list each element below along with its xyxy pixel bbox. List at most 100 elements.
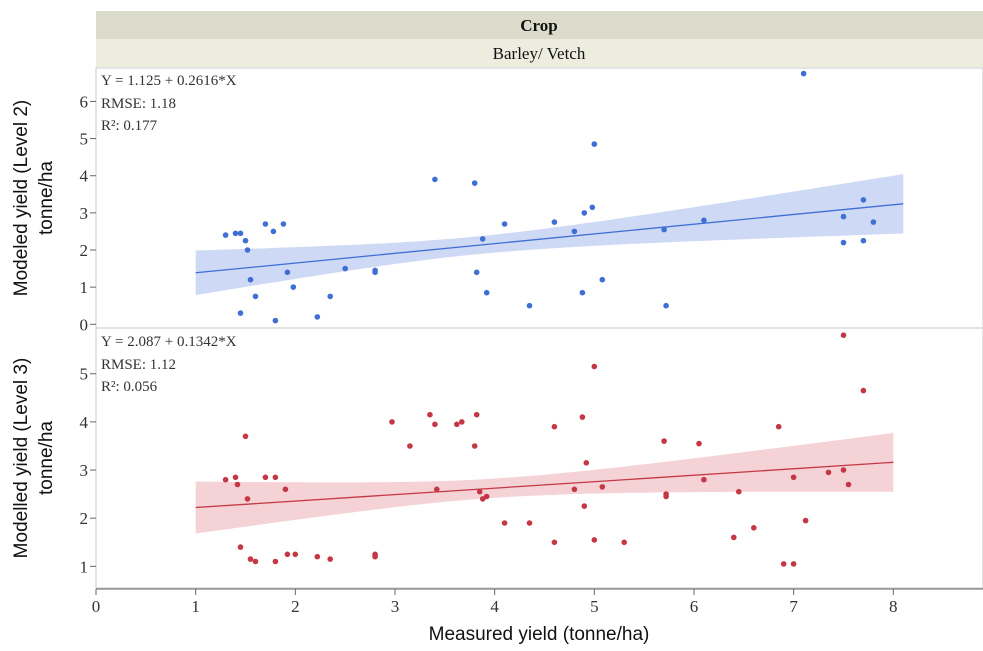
data-point [790, 561, 797, 567]
data-point [237, 310, 244, 316]
x-tick-label: 5 [590, 597, 599, 616]
y-tick-label: 5 [80, 365, 89, 384]
data-point [526, 520, 533, 526]
x-tick-label: 0 [92, 597, 101, 616]
r2-level3: R²: 0.056 [101, 379, 158, 395]
data-point [427, 411, 433, 418]
data-point [790, 474, 797, 481]
ci-band-level2 [195, 174, 904, 296]
x-tick-label: 1 [191, 597, 200, 616]
x-tick-label: 2 [291, 597, 300, 616]
x-ticks: 0 1 2 3 4 5 6 7 8 [92, 589, 898, 616]
data-point [621, 539, 627, 546]
data-point [661, 438, 667, 444]
data-point [551, 219, 558, 225]
y-tick-label: 2 [80, 241, 89, 260]
fit-line-level3 [195, 461, 894, 509]
data-point [237, 544, 244, 550]
data-point [581, 503, 588, 509]
r2-level2: R²: 0.177 [101, 118, 158, 134]
data-point [372, 553, 378, 560]
data-point [860, 387, 867, 394]
data-point [551, 539, 558, 546]
data-point [780, 561, 787, 567]
data-point [232, 474, 239, 481]
data-point [661, 226, 667, 233]
data-point [327, 556, 334, 562]
data-point [471, 180, 478, 186]
data-point [840, 213, 847, 220]
y-tick-label: 2 [80, 509, 89, 528]
y-tick-label: 6 [80, 92, 89, 111]
data-point [459, 419, 465, 425]
points-level3 [222, 332, 867, 567]
data-point [501, 221, 508, 227]
data-point [526, 302, 533, 309]
data-point [237, 230, 244, 237]
x-axis-title: Measured yield (tonne/ha) [429, 624, 650, 645]
data-point [591, 363, 598, 370]
data-point [696, 440, 702, 447]
data-point [222, 232, 229, 238]
data-point [471, 443, 478, 449]
data-point [252, 293, 259, 300]
data-point [845, 481, 852, 488]
data-point [701, 217, 707, 224]
data-point [840, 332, 847, 339]
data-point [800, 70, 807, 77]
y-tick-label: 1 [80, 278, 89, 297]
data-point [583, 460, 590, 466]
data-point [222, 476, 229, 483]
ylabel-level2-line2: tonne/ha [36, 161, 57, 235]
data-point [825, 469, 832, 476]
header-subtitle: Barley/ Vetch [493, 44, 586, 63]
y-tick-label: 3 [80, 204, 89, 223]
data-point [579, 289, 586, 296]
y-tick-label: 4 [80, 413, 89, 432]
data-point [591, 537, 598, 543]
ylabel-level3-line2: tonne/ha [36, 421, 57, 495]
data-point [775, 423, 782, 430]
data-point [571, 486, 578, 493]
data-point [551, 423, 558, 430]
data-point [262, 474, 269, 481]
rmse-level3: RMSE: 1.12 [101, 357, 176, 373]
data-point [292, 551, 299, 558]
fit-line-level2 [195, 203, 904, 274]
data-point [589, 204, 596, 211]
data-point [342, 265, 349, 272]
data-point [247, 556, 254, 562]
data-point [599, 484, 606, 490]
data-point [736, 488, 742, 495]
y-tick-label: 3 [80, 461, 89, 480]
data-point [242, 433, 249, 440]
data-point [483, 289, 490, 296]
data-point [244, 496, 251, 502]
data-point [476, 488, 483, 495]
data-point [284, 269, 291, 276]
x-tick-label: 7 [789, 597, 798, 616]
data-point [280, 221, 287, 227]
data-point [571, 228, 578, 235]
data-point [731, 534, 737, 541]
data-point [751, 525, 757, 531]
data-point [252, 558, 259, 565]
y-tick-label: 0 [80, 315, 89, 334]
data-point [663, 302, 669, 309]
data-point [860, 197, 867, 203]
data-point [314, 553, 321, 560]
data-point [244, 247, 251, 253]
data-point [860, 237, 867, 244]
data-point [262, 221, 269, 227]
x-tick-label: 4 [490, 597, 499, 616]
ylabel-level3-line1: Modelled yield (Level 3) [11, 358, 32, 559]
data-point [247, 276, 254, 283]
header-subtitle-bg [96, 39, 983, 67]
equation-level2: Y = 1.125 + 0.2616*X [101, 73, 237, 89]
data-point [870, 219, 877, 225]
data-point [432, 176, 438, 183]
data-point [272, 317, 279, 324]
data-point [432, 421, 438, 428]
data-point [473, 269, 480, 276]
data-point [483, 493, 490, 500]
